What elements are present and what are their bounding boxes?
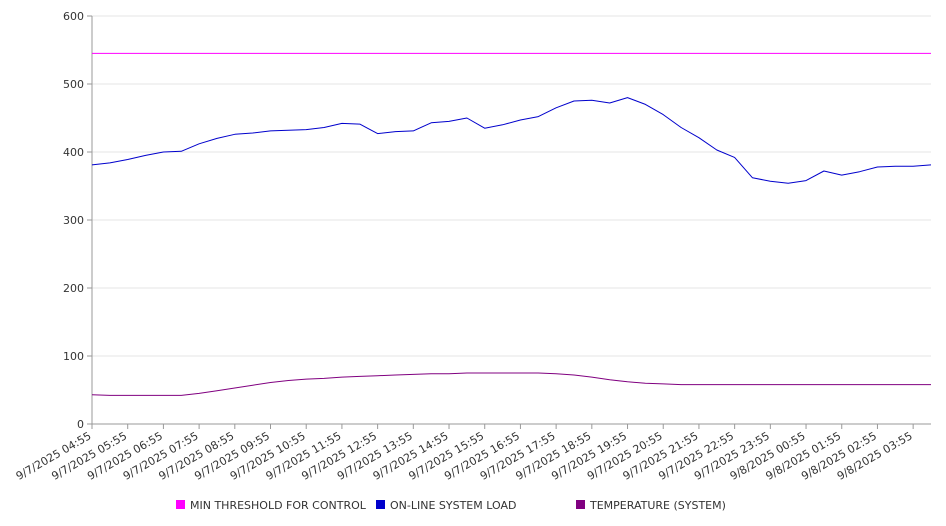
x-axis-ticks: 9/7/2025 04:559/7/2025 05:559/7/2025 06:… (14, 424, 915, 483)
legend-swatch (576, 500, 585, 509)
legend-item-label[interactable]: TEMPERATURE (SYSTEM) (589, 499, 726, 512)
y-tick-label: 100 (63, 350, 84, 363)
legend-item-label[interactable]: ON-LINE SYSTEM LOAD (390, 499, 516, 512)
y-axis-ticks: 0 100 200 300 400 500 600 (63, 10, 92, 431)
y-tick-label: 400 (63, 146, 84, 159)
y-tick-label: 300 (63, 214, 84, 227)
series-lines (91, 52, 932, 396)
legend-swatch (176, 500, 185, 509)
series-line-1 (91, 97, 932, 184)
y-tick-label: 200 (63, 282, 84, 295)
gridlines (92, 15, 931, 357)
legend-swatch (376, 500, 385, 509)
y-tick-label: 600 (63, 10, 84, 23)
legend-item-label[interactable]: MIN THRESHOLD FOR CONTROL (190, 499, 367, 512)
legend[interactable]: MIN THRESHOLD FOR CONTROL ON-LINE SYSTEM … (176, 499, 726, 512)
y-tick-label: 0 (77, 418, 84, 431)
y-tick-label: 500 (63, 78, 84, 91)
series-line-2 (91, 372, 931, 396)
